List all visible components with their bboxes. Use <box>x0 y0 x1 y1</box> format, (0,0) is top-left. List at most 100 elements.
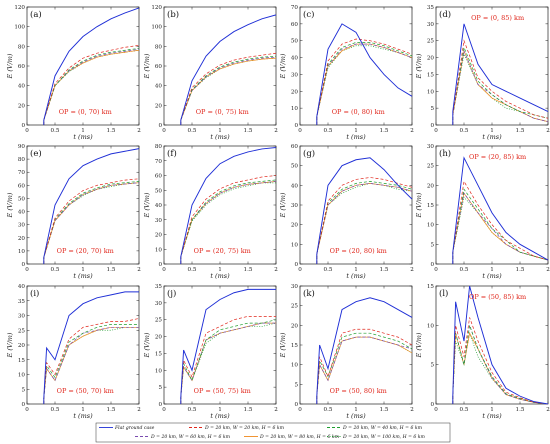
op-label: OP = (50, 70) km <box>57 387 114 395</box>
y-axis-label: E (V/m) <box>415 332 423 358</box>
panel-tag: (h) <box>439 148 451 159</box>
x-tick-label: 1.5 <box>107 407 116 413</box>
y-tick-label: 20 <box>18 343 26 349</box>
op-label: OP = (0, 80) km <box>332 108 385 116</box>
x-tick-label: 1.5 <box>516 407 525 413</box>
y-tick-label: 0 <box>21 402 25 408</box>
y-tick-label: 0 <box>430 262 434 268</box>
x-tick-label: 2 <box>137 128 141 134</box>
y-tick-label: 30 <box>18 314 26 320</box>
series-line <box>452 180 549 264</box>
x-tick-label: 1 <box>354 407 358 413</box>
y-tick-label: 50 <box>291 164 299 170</box>
x-tick-label: 2 <box>274 407 278 413</box>
x-tick-label: 0.5 <box>51 407 60 413</box>
y-tick-label: 0 <box>430 402 434 408</box>
series-line <box>180 182 276 264</box>
plot-frame <box>435 6 549 126</box>
legend: Flat ground case D = 20 km, W = 20 km, H … <box>95 422 451 443</box>
x-tick-label: 0.5 <box>324 267 333 273</box>
y-tick-label: 30 <box>291 203 299 209</box>
x-tick-label: 1.5 <box>244 128 253 134</box>
x-axis-label: t (ms) <box>346 133 366 141</box>
y-axis-label: E (V/m) <box>6 332 14 358</box>
y-tick-label: 40 <box>18 84 26 90</box>
x-tick-label: 0 <box>298 128 302 134</box>
y-tick-label: 15 <box>155 351 163 357</box>
y-tick-label: 15 <box>427 203 435 209</box>
y-tick-label: 10 <box>427 223 435 229</box>
y-tick-label: 30 <box>427 22 435 28</box>
y-tick-label: 10 <box>291 242 299 248</box>
legend-label: Flat ground case <box>114 425 155 431</box>
y-tick-label: 20 <box>427 183 435 189</box>
y-tick-label: 35 <box>427 5 435 11</box>
y-tick-label: 80 <box>155 44 163 50</box>
x-axis-label: t (ms) <box>210 412 230 420</box>
y-tick-label: 40 <box>155 203 163 209</box>
y-tick-label: 60 <box>18 183 26 189</box>
x-tick-label: 1.5 <box>244 407 253 413</box>
series-line <box>316 157 413 264</box>
y-tick-label: 0 <box>294 402 298 408</box>
plot-frame <box>435 145 549 265</box>
x-axis-label: t (ms) <box>73 412 93 420</box>
y-tick-label: 60 <box>18 64 26 70</box>
series-line <box>180 288 276 404</box>
y-axis-label: E (V/m) <box>415 192 423 218</box>
y-tick-label: 5 <box>430 106 434 112</box>
series-line <box>452 156 549 264</box>
op-label: OP = (0, 70) km <box>59 108 112 116</box>
y-axis-label: E (V/m) <box>6 192 14 218</box>
series-line <box>180 322 277 404</box>
x-tick-label: 0 <box>162 407 166 413</box>
x-tick-label: 0 <box>434 407 438 413</box>
series-line <box>43 7 140 125</box>
op-label: OP = (20, 70) km <box>57 247 114 255</box>
series-line <box>452 331 549 405</box>
x-axis-label: t (ms) <box>73 133 93 141</box>
y-axis-label: E (V/m) <box>6 53 14 79</box>
x-tick-label: 0.5 <box>324 128 333 134</box>
series-line <box>452 188 549 264</box>
y-tick-label: 30 <box>291 72 299 78</box>
legend-label: D = 20 km, W = 20 km, H = 6 km <box>204 425 285 431</box>
y-tick-label: 20 <box>155 103 163 109</box>
y-tick-label: 15 <box>291 343 299 349</box>
y-tick-label: 80 <box>155 144 163 150</box>
x-tick-label: 1.5 <box>516 128 525 134</box>
y-tick-label: 40 <box>291 56 299 62</box>
op-label: OP = (50, 85) km <box>469 293 526 301</box>
x-tick-label: 1 <box>218 267 222 273</box>
y-tick-label: 20 <box>155 233 163 239</box>
x-tick-label: 2 <box>410 128 414 134</box>
series-line <box>43 318 140 404</box>
legend-label: D = 20 km, W = 40 km, H = 6 km <box>342 425 423 431</box>
x-tick-label: 2 <box>137 267 141 273</box>
legend-label: D = 20 km, W = 100 km, H = 6 km <box>342 434 426 440</box>
y-tick-label: 40 <box>18 210 26 216</box>
op-label: OP = (0, 85) km <box>471 14 524 22</box>
y-tick-label: 50 <box>155 188 163 194</box>
y-tick-label: 10 <box>291 363 299 369</box>
y-axis-label: E (V/m) <box>415 53 423 79</box>
y-tick-label: 70 <box>291 5 299 11</box>
series-line <box>452 325 549 405</box>
y-tick-label: 5 <box>158 385 162 391</box>
x-tick-label: 2 <box>546 128 550 134</box>
x-tick-label: 0.5 <box>460 407 469 413</box>
series-line <box>180 146 277 264</box>
plot-frame <box>163 285 277 405</box>
y-tick-label: 0 <box>158 123 162 129</box>
x-tick-label: 0 <box>162 267 166 273</box>
x-tick-label: 1 <box>81 407 85 413</box>
series-line <box>452 39 549 125</box>
y-tick-label: 30 <box>18 223 26 229</box>
y-tick-label: 0 <box>294 123 298 129</box>
y-tick-label: 60 <box>155 174 163 180</box>
y-axis-label: E (V/m) <box>143 332 151 358</box>
